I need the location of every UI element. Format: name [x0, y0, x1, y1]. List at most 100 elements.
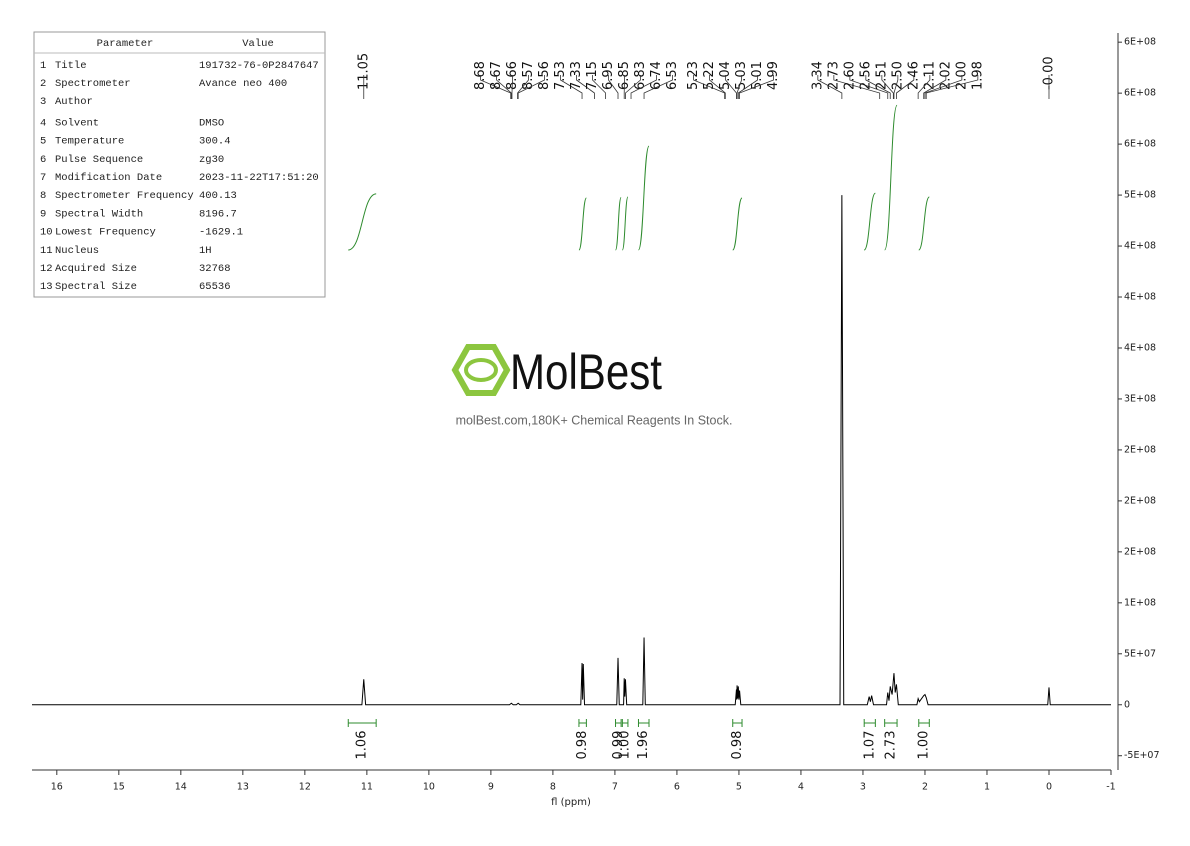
table-cell: 3: [40, 96, 46, 108]
integral-bracket: [885, 719, 897, 727]
integral-label: 1.00: [618, 731, 633, 760]
integral-label: 1.07: [862, 731, 877, 760]
integral-curve: [864, 193, 875, 250]
integral-bracket: [919, 719, 930, 727]
x-tick-label: 15: [113, 782, 125, 793]
logo-ring: [466, 360, 496, 380]
x-tick-label: 12: [299, 782, 311, 793]
table-cell: Temperature: [55, 136, 124, 148]
integral-curve: [616, 198, 622, 250]
y-tick-label: 2E+08: [1124, 444, 1156, 455]
x-tick-label: 7: [612, 782, 618, 793]
table-cell: zg30: [199, 154, 224, 166]
table-cell: 12: [40, 263, 53, 275]
table-cell: Pulse Sequence: [55, 154, 143, 166]
integral-curve: [348, 194, 376, 250]
x-tick-label: 1: [984, 782, 990, 793]
table-header: Parameter: [97, 38, 154, 50]
x-tick-label: 11: [361, 782, 373, 793]
x-tick-label: 0: [1046, 782, 1052, 793]
table-cell: 6: [40, 154, 46, 166]
table-cell: 2023-11-22T17:51:20: [199, 172, 319, 184]
x-tick-label: 16: [51, 782, 63, 793]
integral-curve: [733, 198, 742, 250]
table-cell: 191732-76-0P2847647: [199, 60, 319, 72]
integral-bracket: [733, 719, 742, 727]
table-cell: 5: [40, 136, 46, 148]
integral-label: 1.00: [917, 731, 932, 760]
integral-label: 1.96: [636, 731, 651, 760]
table-cell: Spectrometer Frequency: [55, 190, 194, 202]
table-cell: Spectral Size: [55, 281, 137, 293]
y-tick-label: 2E+08: [1124, 495, 1156, 506]
table-cell: Author: [55, 96, 93, 108]
table-cell: Avance neo 400: [199, 78, 287, 90]
y-tick-label: 5E+07: [1124, 648, 1156, 659]
watermark-brand: MolBest: [510, 344, 662, 400]
y-tick-label: 2E+08: [1124, 546, 1156, 557]
integral-label: 2.73: [883, 731, 898, 760]
table-cell: 8: [40, 190, 46, 202]
integral-bracket: [579, 719, 586, 727]
integral-curve: [885, 105, 897, 250]
x-tick-label: 9: [488, 782, 494, 793]
integral-bracket: [348, 719, 376, 727]
x-tick-label: 8: [550, 782, 556, 793]
x-axis-label: fl (ppm): [551, 797, 591, 808]
x-tick-label: 4: [798, 782, 804, 793]
x-tick-label: 3: [860, 782, 866, 793]
table-cell: 10: [40, 227, 53, 239]
watermark-tagline: molBest.com,180K+ Chemical Reagents In S…: [456, 413, 733, 427]
integral-curve: [638, 146, 649, 250]
table-cell: 8196.7: [199, 208, 237, 220]
table-cell: 400.13: [199, 190, 237, 202]
integral-bracket: [616, 719, 622, 727]
table-cell: Modification Date: [55, 172, 162, 184]
y-tick-label: 4E+08: [1124, 241, 1156, 252]
integral-label: 0.98: [730, 731, 745, 760]
table-cell: 300.4: [199, 136, 231, 148]
table-cell: 1H: [199, 245, 212, 257]
integral-curve: [919, 197, 930, 250]
x-tick-label: 10: [423, 782, 435, 793]
table-cell: 11: [40, 245, 53, 257]
table-cell: Title: [55, 60, 87, 72]
x-tick-label: -1: [1106, 782, 1115, 793]
y-tick-label: 4E+08: [1124, 342, 1156, 353]
y-tick-label: 6E+08: [1124, 37, 1156, 48]
table-cell: 65536: [199, 281, 231, 293]
table-cell: 7: [40, 172, 46, 184]
table-header: Value: [242, 38, 274, 50]
table-cell: DMSO: [199, 117, 224, 129]
x-tick-label: 13: [237, 782, 249, 793]
integral-bracket: [638, 719, 649, 727]
y-tick-label: 0: [1124, 699, 1130, 710]
y-tick-label: 3E+08: [1124, 393, 1156, 404]
table-cell: Spectrometer: [55, 78, 131, 90]
table-cell: Nucleus: [55, 245, 99, 257]
table-cell: -1629.1: [199, 227, 243, 239]
table-cell: Solvent: [55, 117, 99, 129]
watermark: MolBest molBest.com,180K+ Chemical Reage…: [455, 344, 732, 427]
table-cell: Acquired Size: [55, 263, 137, 275]
y-tick-label: 6E+08: [1124, 88, 1156, 99]
x-tick-label: 14: [175, 782, 187, 793]
integral-bracket: [622, 719, 628, 727]
integral-label: 1.06: [355, 731, 370, 760]
y-tick-label: 1E+08: [1124, 597, 1156, 608]
table-cell: Spectral Width: [55, 208, 143, 220]
table-cell: 13: [40, 281, 53, 293]
x-tick-label: 6: [674, 782, 680, 793]
y-tick-label: 5E+08: [1124, 190, 1156, 201]
table-cell: 2: [40, 78, 46, 90]
y-tick-label: -5E+07: [1124, 750, 1160, 761]
x-tick-label: 2: [922, 782, 928, 793]
x-tick-label: 5: [736, 782, 742, 793]
table-cell: Lowest Frequency: [55, 227, 156, 239]
y-tick-label: 4E+08: [1124, 292, 1156, 303]
y-tick-label: 6E+08: [1124, 139, 1156, 150]
table-cell: 1: [40, 60, 46, 72]
integral-bracket: [864, 719, 875, 727]
